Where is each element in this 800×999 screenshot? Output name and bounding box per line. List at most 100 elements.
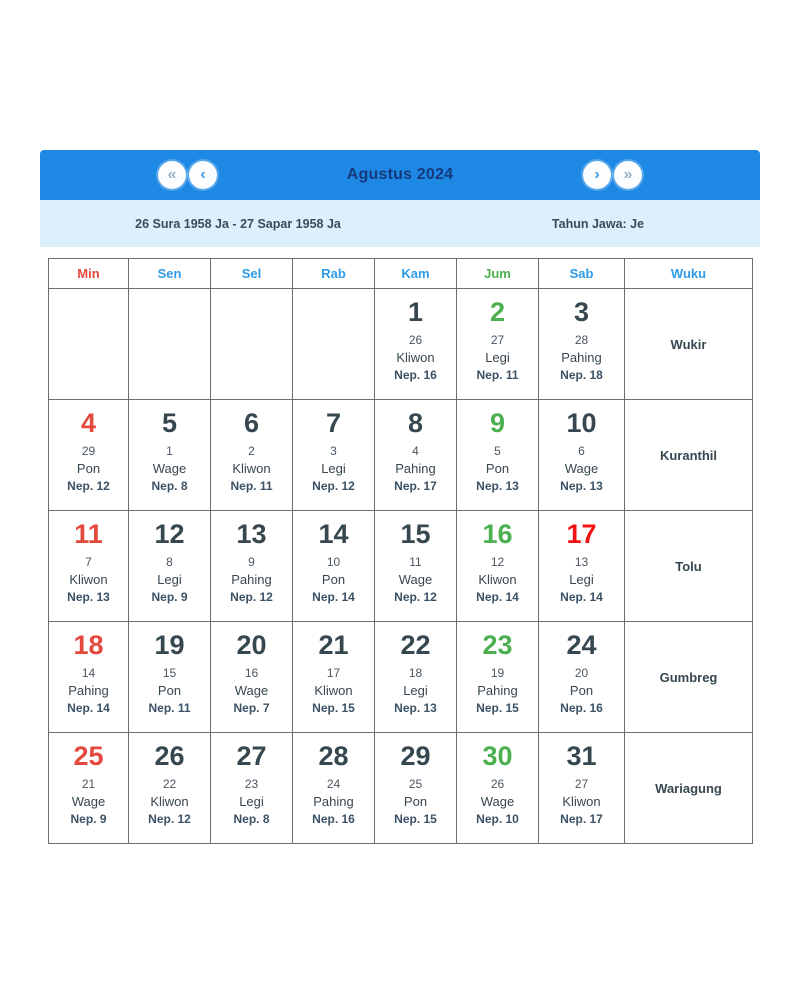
javanese-date: 5 xyxy=(494,443,501,458)
gregorian-date: 14 xyxy=(318,519,349,549)
gregorian-date: 15 xyxy=(400,519,431,549)
day-cell-5[interactable]: 5 1 Wage Nep. 8 xyxy=(128,399,211,511)
day-cell-28[interactable]: 28 24 Pahing Nep. 16 xyxy=(292,732,375,844)
day-cell-22[interactable]: 22 18 Legi Nep. 13 xyxy=(374,621,457,733)
calendar-week-row: 25 21 Wage Nep. 9 26 22 Kliwon Nep. 12 27 23 Legi N… xyxy=(48,732,753,844)
chevron-right-icon: › xyxy=(594,166,600,183)
day-header-kam: Kam xyxy=(374,258,457,289)
day-cell-10[interactable]: 10 6 Wage Nep. 13 xyxy=(538,399,625,511)
javanese-date: 19 xyxy=(490,665,505,680)
day-cell-26[interactable]: 26 22 Kliwon Nep. 12 xyxy=(128,732,211,844)
pasaran-name: Pon xyxy=(321,571,346,587)
gregorian-date: 9 xyxy=(489,408,506,438)
day-cell-29[interactable]: 29 25 Pon Nep. 15 xyxy=(374,732,457,844)
next-month-button[interactable]: › xyxy=(583,161,611,189)
day-cell-11[interactable]: 11 7 Kliwon Nep. 13 xyxy=(48,510,129,622)
pasaran-name: Wage xyxy=(480,793,515,809)
day-header-jum: Jum xyxy=(456,258,539,289)
gregorian-date: 29 xyxy=(400,741,431,771)
calendar-week-row: 4 29 Pon Nep. 12 5 1 Wage Nep. 8 6 2 Kliwon Nep. 11… xyxy=(48,399,753,511)
neptu-label: Nep. 14 xyxy=(476,589,519,604)
day-cell-21[interactable]: 21 17 Kliwon Nep. 15 xyxy=(292,621,375,733)
pasaran-name: Kliwon xyxy=(478,571,517,587)
day-cell-2[interactable]: 2 27 Legi Nep. 11 xyxy=(456,288,539,400)
javanese-date: 16 xyxy=(244,665,259,680)
neptu-label: Nep. 16 xyxy=(560,700,603,715)
javanese-date: 6 xyxy=(578,443,585,458)
gregorian-date: 5 xyxy=(161,408,178,438)
javanese-date: 23 xyxy=(244,776,259,791)
day-cell-20[interactable]: 20 16 Wage Nep. 7 xyxy=(210,621,293,733)
javanese-date: 2 xyxy=(248,443,255,458)
gregorian-date: 25 xyxy=(73,741,104,771)
day-cell-16[interactable]: 16 12 Kliwon Nep. 14 xyxy=(456,510,539,622)
day-cell-13[interactable]: 13 9 Pahing Nep. 12 xyxy=(210,510,293,622)
double-chevron-left-icon: « xyxy=(167,166,177,183)
month-year-title: Agustus 2024 xyxy=(346,166,454,183)
day-cell-24[interactable]: 24 20 Pon Nep. 16 xyxy=(538,621,625,733)
javanese-date: 8 xyxy=(166,554,173,569)
gregorian-date: 18 xyxy=(73,630,104,660)
day-cell-12[interactable]: 12 8 Legi Nep. 9 xyxy=(128,510,211,622)
javanese-date: 17 xyxy=(326,665,341,680)
day-cell-19[interactable]: 19 15 Pon Nep. 11 xyxy=(128,621,211,733)
gregorian-date: 11 xyxy=(74,519,103,549)
pasaran-name: Pahing xyxy=(561,349,602,365)
day-cell-15[interactable]: 15 11 Wage Nep. 12 xyxy=(374,510,457,622)
javanese-date: 4 xyxy=(412,443,419,458)
neptu-label: Nep. 11 xyxy=(148,700,191,715)
pasaran-name: Wage xyxy=(234,682,269,698)
day-cell-1[interactable]: 1 26 Kliwon Nep. 16 xyxy=(374,288,457,400)
day-cell-27[interactable]: 27 23 Legi Nep. 8 xyxy=(210,732,293,844)
day-cell-18[interactable]: 18 14 Pahing Nep. 14 xyxy=(48,621,129,733)
day-cell-7[interactable]: 7 3 Legi Nep. 12 xyxy=(292,399,375,511)
javanese-calendar-widget: « ‹ Agustus 2024 › » 26 Sura 1958 Ja - 2… xyxy=(40,150,760,844)
javanese-date: 28 xyxy=(574,332,589,347)
gregorian-date: 22 xyxy=(400,630,431,660)
pasaran-name: Kliwon xyxy=(232,460,271,476)
day-header-sab: Sab xyxy=(538,258,625,289)
gregorian-date: 13 xyxy=(236,519,267,549)
neptu-label: Nep. 13 xyxy=(560,478,603,493)
day-cell-31[interactable]: 31 27 Kliwon Nep. 17 xyxy=(538,732,625,844)
javanese-date: 20 xyxy=(574,665,589,680)
javanese-date: 18 xyxy=(408,665,423,680)
day-cell-23[interactable]: 23 19 Pahing Nep. 15 xyxy=(456,621,539,733)
last-month-button[interactable]: » xyxy=(614,161,642,189)
pasaran-name: Pahing xyxy=(68,682,109,698)
day-cell-9[interactable]: 9 5 Pon Nep. 13 xyxy=(456,399,539,511)
pasaran-name: Wage xyxy=(71,793,106,809)
neptu-label: Nep. 12 xyxy=(67,478,110,493)
pasaran-name: Pon xyxy=(403,793,428,809)
day-cell-14[interactable]: 14 10 Pon Nep. 14 xyxy=(292,510,375,622)
javanese-date: 26 xyxy=(408,332,423,347)
day-cell-6[interactable]: 6 2 Kliwon Nep. 11 xyxy=(210,399,293,511)
javanese-date: 26 xyxy=(490,776,505,791)
day-cell-30[interactable]: 30 26 Wage Nep. 10 xyxy=(456,732,539,844)
empty-day-cell xyxy=(210,288,293,400)
neptu-label: Nep. 10 xyxy=(476,811,519,826)
calendar-body: 1 26 Kliwon Nep. 16 2 27 Legi Nep. 11 3 28 Pahing N… xyxy=(48,288,753,844)
javanese-date: 22 xyxy=(162,776,177,791)
gregorian-date: 21 xyxy=(318,630,349,660)
day-cell-25[interactable]: 25 21 Wage Nep. 9 xyxy=(48,732,129,844)
neptu-label: Nep. 8 xyxy=(233,811,270,826)
pasaran-name: Pahing xyxy=(395,460,436,476)
gregorian-date: 12 xyxy=(154,519,185,549)
first-month-button[interactable]: « xyxy=(158,161,186,189)
neptu-label: Nep. 8 xyxy=(151,478,188,493)
prev-month-button[interactable]: ‹ xyxy=(189,161,217,189)
gregorian-date: 2 xyxy=(489,297,506,327)
wuku-cell: Kuranthil xyxy=(624,399,753,511)
day-cell-8[interactable]: 8 4 Pahing Nep. 17 xyxy=(374,399,457,511)
day-cell-4[interactable]: 4 29 Pon Nep. 12 xyxy=(48,399,129,511)
neptu-label: Nep. 12 xyxy=(394,589,437,604)
empty-day-cell xyxy=(48,288,129,400)
day-cell-17[interactable]: 17 13 Legi Nep. 14 xyxy=(538,510,625,622)
neptu-label: Nep. 9 xyxy=(70,811,107,826)
pasaran-name: Kliwon xyxy=(314,682,353,698)
chevron-left-icon: ‹ xyxy=(200,166,206,183)
gregorian-date: 4 xyxy=(80,408,97,438)
calendar-week-row: 1 26 Kliwon Nep. 16 2 27 Legi Nep. 11 3 28 Pahing N… xyxy=(48,288,753,400)
day-cell-3[interactable]: 3 28 Pahing Nep. 18 xyxy=(538,288,625,400)
